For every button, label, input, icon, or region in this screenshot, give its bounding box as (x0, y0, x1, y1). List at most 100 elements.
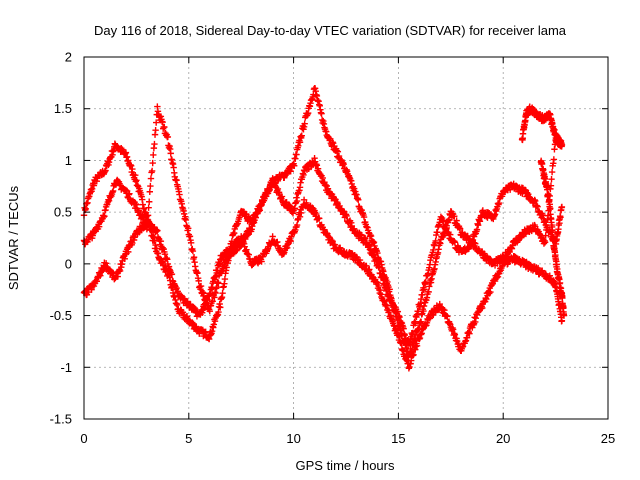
data-point (451, 239, 459, 246)
data-point (409, 329, 417, 337)
data-point (474, 222, 482, 229)
data-point (473, 226, 481, 233)
data-point (430, 311, 437, 319)
data-point (355, 196, 362, 203)
data-point (350, 185, 358, 192)
data-point (152, 126, 159, 134)
data-point (202, 301, 209, 308)
data-point (221, 275, 229, 283)
data-point (219, 290, 226, 297)
data-point (432, 237, 439, 245)
data-point (385, 307, 393, 314)
data-point (456, 225, 464, 232)
x-axis-label: GPS time / hours (296, 458, 395, 473)
data-point (375, 263, 383, 270)
data-point (366, 266, 373, 273)
data-point (116, 267, 124, 275)
y-tick-label: 0 (65, 256, 72, 271)
y-tick-label: -1.5 (50, 412, 72, 427)
data-point (394, 308, 402, 315)
data-point (127, 162, 135, 170)
chart-title: Day 116 of 2018, Sidereal Day-to-day VTE… (94, 23, 567, 38)
plot-frame (83, 56, 609, 420)
data-point (209, 298, 216, 305)
data-point (125, 248, 132, 256)
data-point (293, 197, 301, 205)
data-point (197, 282, 205, 290)
data-point (238, 233, 245, 240)
y-tick-label: -0.5 (50, 308, 72, 323)
data-point (370, 251, 378, 258)
data-point (102, 260, 110, 267)
data-point (373, 256, 380, 264)
x-tick-label: 25 (601, 431, 615, 446)
data-point (182, 216, 190, 224)
data-point (217, 304, 224, 311)
data-point (200, 290, 208, 297)
data-point (148, 167, 156, 175)
data-point (149, 159, 156, 167)
x-tick-label: 10 (286, 431, 300, 446)
data-point (379, 274, 386, 281)
data-point (550, 236, 557, 243)
data-point (396, 333, 403, 340)
data-point (444, 313, 451, 320)
data-point (466, 330, 473, 337)
y-tick-label: -1 (60, 360, 72, 375)
data-point (434, 229, 441, 236)
data-point (362, 235, 369, 242)
data-point (212, 273, 219, 280)
data-point (558, 203, 566, 211)
data-point (297, 209, 305, 217)
data-point (547, 205, 554, 212)
data-point (146, 188, 153, 195)
data-point (483, 295, 490, 303)
data-point (441, 306, 448, 314)
data-point (558, 141, 566, 149)
data-point (417, 318, 425, 326)
data-point (195, 277, 202, 285)
data-point (90, 182, 98, 189)
data-point (126, 190, 133, 197)
data-point (388, 295, 395, 303)
data-point (102, 167, 109, 174)
data-point (164, 133, 172, 141)
x-tick-label: 20 (496, 431, 510, 446)
data-point (412, 320, 419, 327)
data-point (101, 213, 108, 220)
data-point (161, 123, 168, 131)
y-axis-label: SDTVAR / TECUs (6, 185, 21, 290)
data-point (159, 118, 166, 126)
data-point (360, 213, 368, 221)
data-point (185, 225, 192, 232)
data-point (374, 279, 381, 286)
y-tick-label: 2 (65, 50, 72, 65)
data-point (422, 278, 429, 286)
data-point (313, 210, 320, 218)
data-point (560, 312, 568, 319)
y-tick-label: 1 (65, 153, 72, 168)
data-point (187, 239, 195, 247)
data-point (147, 175, 155, 182)
data-point (420, 286, 428, 293)
data-point (301, 120, 308, 127)
x-tick-label: 0 (80, 431, 87, 446)
data-point (425, 288, 432, 296)
data-point (168, 271, 176, 278)
data-point (145, 204, 152, 211)
data-point (398, 339, 405, 347)
data-point (329, 139, 337, 147)
data-point (541, 239, 549, 246)
data-point (548, 168, 556, 176)
data-point (542, 232, 549, 239)
data-point (296, 213, 304, 220)
data-point (486, 290, 493, 297)
data-point (296, 139, 304, 146)
data-point (215, 280, 222, 287)
y-tick-label: 0.5 (54, 205, 72, 220)
data-point (491, 277, 499, 285)
data-point (414, 308, 422, 315)
data-point (334, 148, 342, 155)
data-point (532, 197, 539, 205)
